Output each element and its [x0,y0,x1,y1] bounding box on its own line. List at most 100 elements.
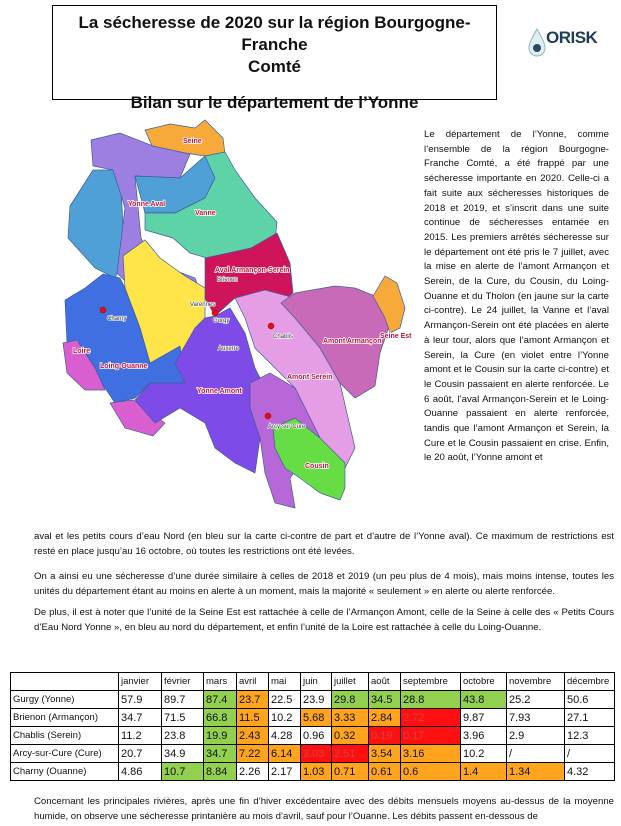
region-amont-armancon [280,285,391,399]
side-text: Le département de l’Yonne, comme l’ensem… [424,129,609,464]
value-cell: 27.1 [564,708,615,727]
map-label-seine-est: Seine Est [380,333,412,340]
flow-table: janvier février mars avril mai juin juillet aoû… [10,672,615,781]
value-cell: 43.8 [460,690,507,709]
yonne-map: Seine Yonne Aval Vanne Aval Armançon-Ser… [62,119,413,509]
value-cell: 5.68 [300,708,332,727]
value-cell: 6.14 [268,744,301,763]
column-header: décembre [564,672,615,691]
map-label-cousin: Cousin [305,463,329,470]
value-cell: 19.9 [203,726,237,745]
value-cell: 4.32 [564,762,615,781]
value-cell: 34.7 [118,708,162,727]
value-cell: 11.5 [236,708,269,727]
value-cell: 0.17 [400,726,461,745]
station-cell: Brienon (Armançon) [10,708,119,727]
value-cell: 0.19 [368,726,401,745]
paragraph-2: On a ainsi eu une sécheresse d’une durée… [34,571,614,597]
column-header: janvier [118,672,162,691]
column-header: novembre [506,672,565,691]
map-label-yonne-amont: Yonne Amont [197,388,242,395]
city-chablis: Chablis [273,334,293,340]
table-row: Chablis (Serein) 11.2 23.8 19.9 2.43 4.28 0.96… [10,726,615,745]
city-gurgy: Gurgy [213,318,229,324]
value-cell: 3.33 [331,708,369,727]
value-cell: 23.9 [300,690,332,709]
map-label-yonne-aval: Yonne Aval [128,201,165,208]
region-loire [62,339,106,391]
value-cell: 28.8 [400,690,461,709]
value-cell: 22.5 [268,690,301,709]
value-cell: 10.7 [161,762,204,781]
city-varennes: Varennes [190,302,215,308]
map-label-vanne: Vanne [195,210,216,217]
value-cell: 2.84 [368,708,401,727]
subtitle: Bilan sur le département de l’Yonne [130,93,419,112]
region-cousin [272,417,346,501]
value-cell: 4.86 [118,762,162,781]
value-cell: 34.5 [368,690,401,709]
value-cell: 7.22 [236,744,269,763]
city-auxerre: Auxerre [218,346,240,352]
title-line-1: La sécheresse de 2020 sur la région Bour… [78,13,471,54]
value-cell: 2.43 [236,726,269,745]
table-row: Charny (Ouanne) 4.86 10.7 8.84 2.26 2.17 1.03 0… [10,762,615,781]
value-cell: 2.17 [268,762,301,781]
table-row: Arcy-sur-Cure (Cure) 20.7 34.9 34.7 7.22 6.14… [10,744,615,763]
value-cell: 3.96 [460,726,507,745]
value-cell: 0.71 [331,762,369,781]
value-cell: 66.8 [203,708,237,727]
value-cell: 9.87 [460,708,507,727]
table-row: Brienon (Armançon) 34.7 71.5 66.8 11.5 10.2 5.… [10,708,615,727]
value-cell: 87.4 [203,690,237,709]
value-cell: 3.03 [300,744,332,763]
map-label-seine: Seine [183,138,202,145]
region-loire-south [109,399,166,437]
value-cell: 1.4 [460,762,507,781]
value-cell: 0.32 [331,726,369,745]
drop-icon [528,28,546,57]
column-header: février [161,672,204,691]
value-cell: 57.9 [118,690,162,709]
value-cell: / [506,744,565,763]
value-cell: 29.8 [331,690,369,709]
value-cell: 23.8 [161,726,204,745]
map-label-amont-armancon: Amont Armançon [323,338,381,345]
region-blue-north-west [67,169,126,279]
map-label-amont-serein: Amont Serein [287,374,333,381]
column-header: août [368,672,401,691]
station-cell: Gurgy (Yonne) [10,690,119,709]
value-cell: 7.93 [506,708,565,727]
station-cell: Chablis (Serein) [10,726,119,745]
value-cell: 3.16 [400,744,461,763]
paragraph-4: Concernant les principales rivières, apr… [34,796,614,822]
column-header: mai [268,672,301,691]
region-yonne-aval [90,132,206,309]
value-cell: 3.54 [368,744,401,763]
value-cell: 4.28 [268,726,301,745]
city-brienon: Brienon [217,277,238,283]
table-header-row: janvier février mars avril mai juin juillet aoû… [10,672,615,691]
value-cell: 2.72 [400,708,461,727]
orisk-logo: ORISK [528,26,618,62]
map-label-aval-armancon-serein: Aval Armançon-Serein [215,267,290,274]
map-label-loing-ouanne: Loing-Ouanne [100,363,148,370]
value-cell: 2.9 [506,726,565,745]
column-header: septembre [400,672,461,691]
map-label-loire: Loire [73,348,90,355]
value-cell: 34.7 [203,744,237,763]
value-cell: 0.6 [400,762,461,781]
column-header: octobre [460,672,507,691]
region-seine-est [372,275,406,334]
city-arcy: Arcy-sur-Cure [268,424,306,430]
paragraph-3: De plus, il est à noter que l’unité de l… [34,607,614,633]
value-cell: 34.9 [161,744,204,763]
value-cell: 10.2 [268,708,301,727]
title-box: La sécheresse de 2020 sur la région Bour… [52,5,497,112]
table-row: Gurgy (Yonne) 57.9 89.7 87.4 23.7 22.5 23.9 29.… [10,690,615,709]
value-cell: 0.61 [368,762,401,781]
value-cell: / [564,744,615,763]
value-cell: 89.7 [161,690,204,709]
column-header [10,672,119,691]
